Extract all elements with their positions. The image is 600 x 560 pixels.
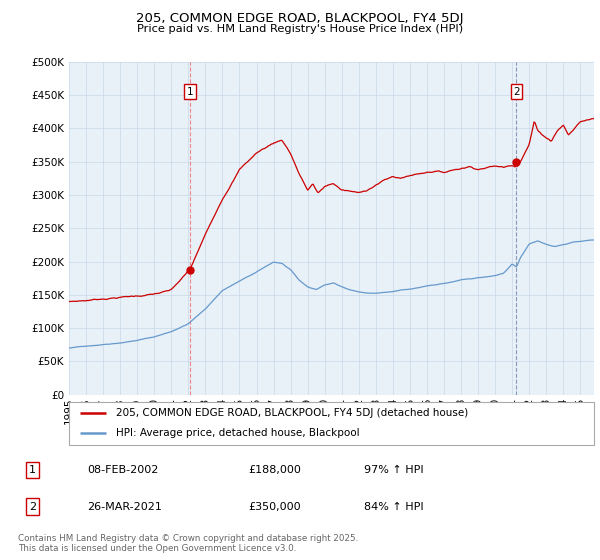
Text: 08-FEB-2002: 08-FEB-2002 (87, 465, 158, 475)
Text: £350,000: £350,000 (248, 502, 301, 511)
Text: 26-MAR-2021: 26-MAR-2021 (87, 502, 162, 511)
Text: Contains HM Land Registry data © Crown copyright and database right 2025.
This d: Contains HM Land Registry data © Crown c… (18, 534, 358, 553)
Text: 84% ↑ HPI: 84% ↑ HPI (364, 502, 423, 511)
Text: 97% ↑ HPI: 97% ↑ HPI (364, 465, 423, 475)
Text: Price paid vs. HM Land Registry's House Price Index (HPI): Price paid vs. HM Land Registry's House … (137, 24, 463, 34)
Text: 2: 2 (29, 502, 36, 511)
Text: 1: 1 (29, 465, 36, 475)
Text: 2: 2 (513, 87, 520, 96)
Text: 205, COMMON EDGE ROAD, BLACKPOOL, FY4 5DJ: 205, COMMON EDGE ROAD, BLACKPOOL, FY4 5D… (136, 12, 464, 25)
Text: £188,000: £188,000 (248, 465, 301, 475)
Text: HPI: Average price, detached house, Blackpool: HPI: Average price, detached house, Blac… (116, 428, 360, 438)
Text: 205, COMMON EDGE ROAD, BLACKPOOL, FY4 5DJ (detached house): 205, COMMON EDGE ROAD, BLACKPOOL, FY4 5D… (116, 408, 469, 418)
Text: 1: 1 (187, 87, 193, 96)
